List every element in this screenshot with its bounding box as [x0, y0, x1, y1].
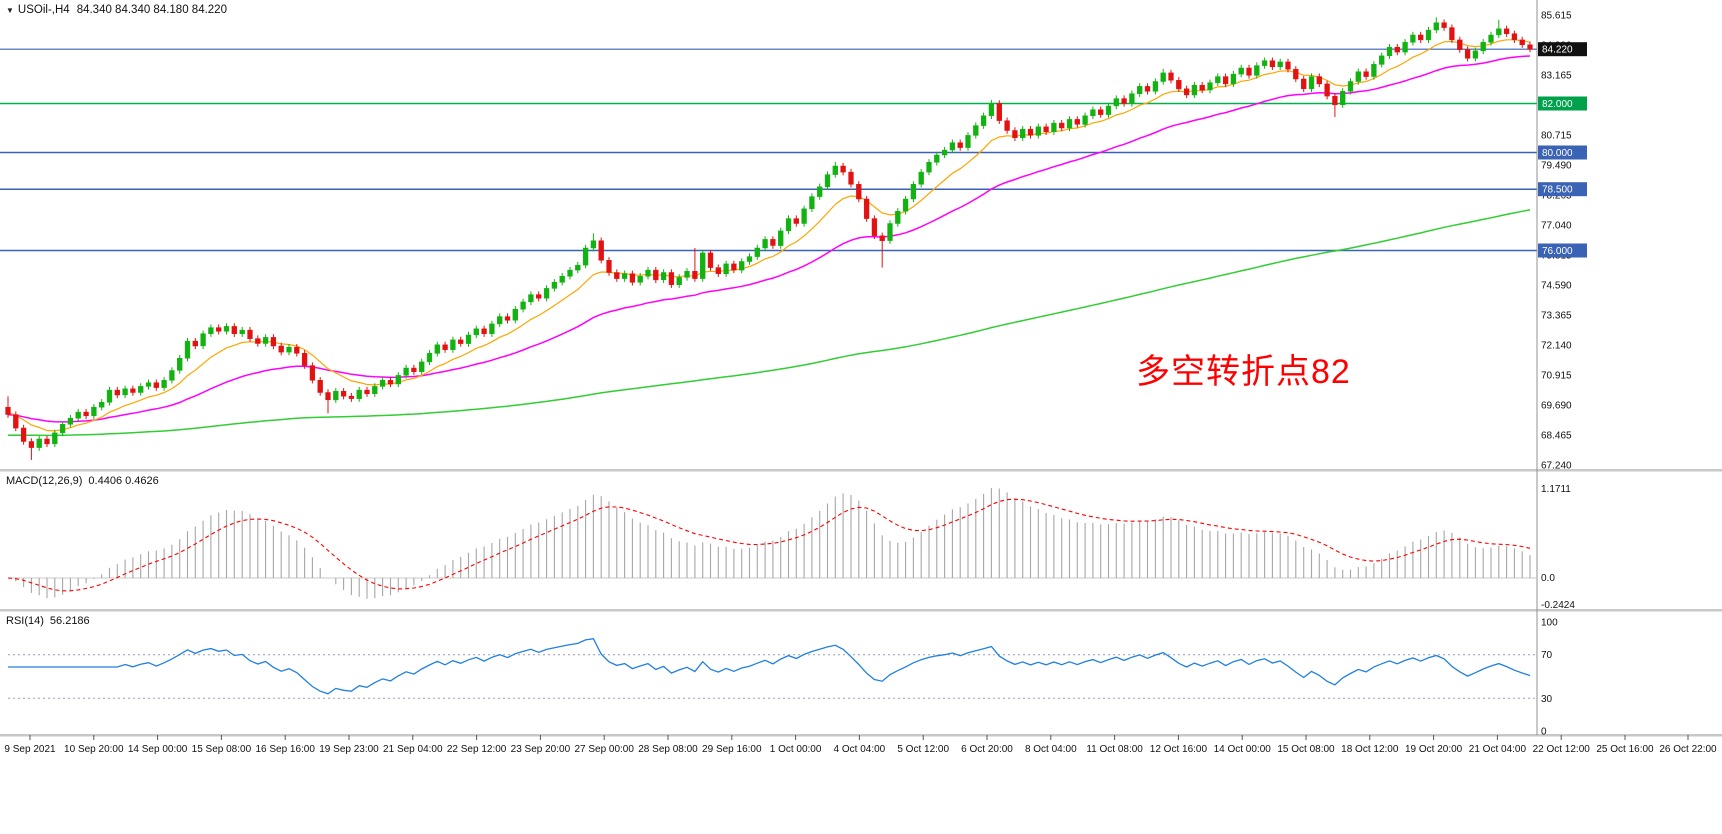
svg-text:19 Oct 20:00: 19 Oct 20:00 — [1405, 744, 1463, 755]
svg-text:68.465: 68.465 — [1541, 431, 1572, 442]
annotation-text: 多空转折点82 — [1136, 353, 1351, 391]
level-price-badge: 78.500 — [1538, 182, 1587, 197]
price-axis[interactable]: 85.61584.39083.16581.94080.71579.49078.2… — [1538, 11, 1587, 472]
svg-text:84.220: 84.220 — [1542, 45, 1573, 56]
ohlc-readout: 84.340 84.340 84.180 84.220 — [76, 4, 227, 16]
svg-text:80.715: 80.715 — [1541, 131, 1572, 142]
level-price-badge: 82.000 — [1538, 96, 1587, 111]
svg-text:28 Sep 08:00: 28 Sep 08:00 — [638, 744, 698, 755]
svg-text:29 Sep 16:00: 29 Sep 16:00 — [702, 744, 762, 755]
svg-text:1.1711: 1.1711 — [1541, 484, 1571, 495]
svg-text:83.165: 83.165 — [1541, 71, 1572, 82]
candles-layer — [5, 17, 1533, 460]
level-price-badge: 80.000 — [1538, 145, 1587, 160]
rsi-axis: 100 70 30 0 — [1541, 618, 1558, 738]
svg-text:-0.2424: -0.2424 — [1541, 600, 1575, 611]
svg-text:10 Sep 20:00: 10 Sep 20:00 — [64, 744, 124, 755]
svg-text:0.0: 0.0 — [1541, 573, 1555, 584]
svg-text:30: 30 — [1541, 694, 1553, 705]
level-price-badge: 76.000 — [1538, 243, 1587, 258]
svg-text:27 Sep 00:00: 27 Sep 00:00 — [574, 744, 634, 755]
svg-text:8 Oct 04:00: 8 Oct 04:00 — [1025, 744, 1077, 755]
rsi-line — [8, 637, 1531, 695]
svg-text:1 Oct 00:00: 1 Oct 00:00 — [770, 744, 822, 755]
hlines-layer — [0, 48, 1537, 252]
svg-text:16 Sep 16:00: 16 Sep 16:00 — [255, 744, 315, 755]
ma-mid-line — [7, 55, 1531, 423]
svg-text:15 Oct 08:00: 15 Oct 08:00 — [1277, 744, 1335, 755]
macd-indicator-label: MACD(12,26,9) 0.4406 0.4626 — [6, 475, 159, 487]
svg-text:22 Oct 12:00: 22 Oct 12:00 — [1533, 744, 1591, 755]
svg-text:23 Sep 20:00: 23 Sep 20:00 — [511, 744, 571, 755]
svg-text:79.490: 79.490 — [1541, 161, 1572, 172]
rsi-value: 56.2186 — [49, 615, 90, 627]
svg-text:15 Sep 08:00: 15 Sep 08:00 — [192, 744, 252, 755]
svg-text:12 Oct 16:00: 12 Oct 16:00 — [1150, 744, 1208, 755]
panel-separators — [0, 0, 1722, 737]
svg-text:72.140: 72.140 — [1541, 341, 1572, 352]
svg-text:4 Oct 04:00: 4 Oct 04:00 — [834, 744, 886, 755]
svg-text:18 Oct 12:00: 18 Oct 12:00 — [1341, 744, 1399, 755]
ma-fast-line — [7, 39, 1531, 432]
macd-values: 0.4406 0.4626 — [88, 475, 159, 487]
macd-signal-line — [7, 498, 1531, 592]
svg-text:76.000: 76.000 — [1542, 246, 1573, 257]
svg-text:67.240: 67.240 — [1541, 461, 1572, 472]
svg-text:100: 100 — [1541, 618, 1558, 629]
svg-text:14 Sep 00:00: 14 Sep 00:00 — [128, 744, 188, 755]
svg-text:19 Sep 23:00: 19 Sep 23:00 — [319, 744, 379, 755]
svg-text:5 Oct 12:00: 5 Oct 12:00 — [897, 744, 949, 755]
svg-text:85.615: 85.615 — [1541, 11, 1572, 22]
ma-slow-line — [7, 209, 1531, 437]
svg-text:0: 0 — [1541, 727, 1547, 738]
rsi-layer — [8, 637, 1537, 699]
svg-text:78.500: 78.500 — [1542, 185, 1573, 196]
macd-axis: 1.1711 0.0 -0.2424 — [1541, 484, 1575, 611]
chart-header: ▼ USOil-,H4 84.340 84.340 84.180 84.220 — [6, 4, 227, 16]
svg-text:21 Oct 04:00: 21 Oct 04:00 — [1469, 744, 1527, 755]
svg-text:11 Oct 08:00: 11 Oct 08:00 — [1086, 744, 1143, 755]
svg-text:69.690: 69.690 — [1541, 401, 1572, 412]
svg-text:70: 70 — [1541, 650, 1553, 661]
svg-text:77.040: 77.040 — [1541, 221, 1572, 232]
svg-text:6 Oct 20:00: 6 Oct 20:00 — [961, 744, 1013, 755]
current-price-badge: 84.220 — [1538, 42, 1587, 57]
macd-name: MACD(12,26,9) — [6, 475, 83, 487]
svg-text:14 Oct 00:00: 14 Oct 00:00 — [1214, 744, 1272, 755]
time-axis[interactable]: 9 Sep 2021 10 Sep 20:00 14 Sep 00:00 15 Sep… — [4, 735, 1717, 755]
svg-text:70.915: 70.915 — [1541, 371, 1572, 382]
macd-layer — [7, 488, 1537, 599]
svg-text:22 Sep 12:00: 22 Sep 12:00 — [447, 744, 507, 755]
svg-text:21 Sep 04:00: 21 Sep 04:00 — [383, 744, 443, 755]
symbol-dropdown-icon[interactable]: ▼ — [6, 6, 14, 15]
symbol-period-label: USOil-,H4 — [17, 4, 70, 16]
svg-text:73.365: 73.365 — [1541, 311, 1572, 322]
svg-text:82.000: 82.000 — [1542, 99, 1573, 110]
svg-text:25 Oct 16:00: 25 Oct 16:00 — [1596, 744, 1654, 755]
svg-text:9 Sep 2021: 9 Sep 2021 — [4, 744, 56, 755]
svg-text:80.000: 80.000 — [1542, 148, 1573, 159]
svg-text:26 Oct 22:00: 26 Oct 22:00 — [1659, 744, 1717, 755]
svg-text:74.590: 74.590 — [1541, 281, 1572, 292]
rsi-indicator-label: RSI(14) 56.2186 — [6, 615, 90, 627]
rsi-name: RSI(14) — [6, 615, 44, 627]
